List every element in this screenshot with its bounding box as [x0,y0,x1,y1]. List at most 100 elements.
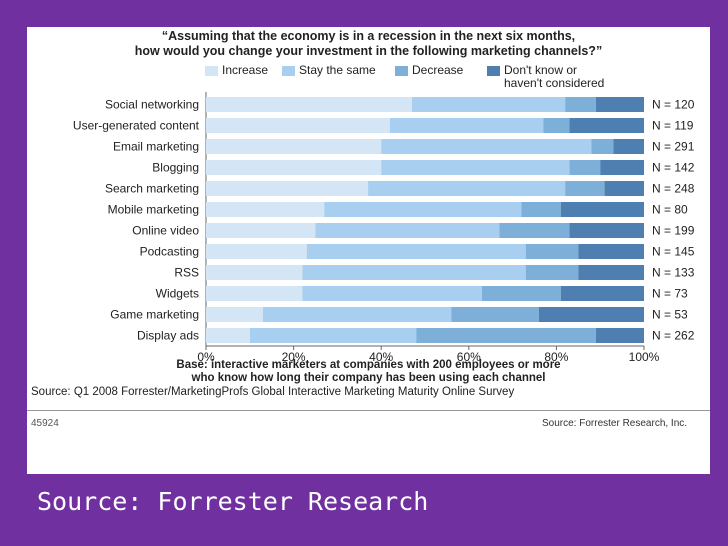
legend-swatch-dont-know [487,66,500,76]
bar-display-ads-series-1 [249,328,417,343]
bar-online-video-series-2 [499,223,570,238]
n-label-widgets: N = 73 [652,287,688,301]
slide-caption: Source: Forrester Research [37,487,429,516]
bar-display-ads-series-0 [206,328,250,343]
bar-game-marketing-series-0 [206,307,263,322]
bar-mobile-marketing-series-0 [206,202,325,217]
bar-online-video-series-0 [206,223,316,238]
n-label-email-marketing: N = 291 [652,140,695,154]
x-tick-label-3: 60% [457,350,481,364]
chart-title: “Assuming that the economy is in a reces… [27,29,710,59]
n-label-podcasting: N = 145 [652,245,695,259]
bar-blogging-series-1 [381,160,570,175]
legend-label-dont-know: Don't know or haven't considered [504,64,604,90]
category-label-mobile-marketing: Mobile marketing [108,203,199,217]
category-label-online-video: Online video [132,224,199,238]
bar-email-marketing-series-0 [206,139,382,154]
category-label-email-marketing: Email marketing [113,140,199,154]
category-label-user-generated-content: User-generated content [73,119,200,133]
bar-podcasting-series-0 [206,244,307,259]
bar-search-marketing-series-1 [368,181,566,196]
bar-widgets-series-0 [206,286,303,301]
n-label-game-marketing: N = 53 [652,308,688,322]
category-label-social-networking: Social networking [105,98,199,112]
bar-social-networking-series-0 [206,97,412,112]
category-label-search-marketing: Search marketing [105,182,199,196]
bar-blogging-series-3 [600,160,644,175]
x-tick-label-0: 0% [197,350,215,364]
bar-widgets-series-3 [560,286,644,301]
bar-search-marketing-series-2 [565,181,605,196]
bar-rss-series-0 [206,265,303,280]
survey-source: Source: Q1 2008 Forrester/MarketingProfs… [31,386,515,398]
bar-rss-series-3 [578,265,644,280]
bar-user-generated-content-series-1 [389,118,544,133]
x-tick-label-4: 80% [544,350,568,364]
base-note-line-1: Base: interactive marketers at companies… [176,359,561,371]
bar-mobile-marketing-series-2 [521,202,561,217]
base-note: Base: interactive marketers at companies… [27,359,710,385]
chart-title-line-2: how would you change your investment in … [134,44,603,58]
bar-social-networking-series-3 [595,97,644,112]
n-label-rss: N = 133 [652,266,695,280]
legend-label-increase: Increase [222,63,269,77]
bar-widgets-series-2 [481,286,561,301]
bar-online-video-series-3 [569,223,644,238]
bar-game-marketing-series-3 [538,307,644,322]
chart-title-line-1: “Assuming that the economy is in a reces… [161,29,576,43]
n-label-search-marketing: N = 248 [652,182,695,196]
bar-podcasting-series-2 [525,244,579,259]
category-label-podcasting: Podcasting [140,245,199,259]
divider [27,410,710,411]
bar-blogging-series-2 [569,160,601,175]
bar-search-marketing-series-0 [206,181,369,196]
bar-display-ads-series-3 [595,328,644,343]
category-label-widgets: Widgets [156,287,199,301]
legend-label-decrease: Decrease [412,63,464,77]
legend-swatch-stay-the-same [282,66,295,76]
n-label-online-video: N = 199 [652,224,695,238]
bar-rss-series-1 [302,265,526,280]
n-label-mobile-marketing: N = 80 [652,203,688,217]
bar-online-video-series-1 [315,223,500,238]
category-label-blogging: Blogging [152,161,199,175]
bar-game-marketing-series-2 [451,307,539,322]
bar-email-marketing-series-2 [591,139,614,154]
category-label-display-ads: Display ads [137,329,199,343]
legend-swatch-increase [205,66,218,76]
bar-blogging-series-0 [206,160,382,175]
category-label-game-marketing: Game marketing [110,308,199,322]
x-tick-label-5: 100% [629,350,660,364]
n-label-user-generated-content: N = 119 [652,119,694,133]
bar-email-marketing-series-1 [381,139,592,154]
bar-email-marketing-series-3 [613,139,644,154]
bar-mobile-marketing-series-3 [560,202,644,217]
n-label-display-ads: N = 262 [652,329,695,343]
bar-user-generated-content-series-3 [569,118,644,133]
n-label-social-networking: N = 120 [652,98,695,112]
chart-card: “Assuming that the economy is in a reces… [27,27,710,474]
legend-label-dont-know-line-1: Don't know or [504,63,577,77]
bar-user-generated-content-series-0 [206,118,390,133]
legend-label-stay-the-same: Stay the same [299,63,376,77]
legend-swatch-decrease [395,66,408,76]
bar-social-networking-series-1 [411,97,566,112]
bar-podcasting-series-1 [306,244,526,259]
x-tick-label-2: 40% [369,350,393,364]
bar-podcasting-series-3 [578,244,644,259]
bar-mobile-marketing-series-1 [324,202,522,217]
bar-social-networking-series-2 [565,97,596,112]
x-tick-label-1: 20% [282,350,306,364]
publisher-credit: Source: Forrester Research, Inc. [542,418,688,429]
category-label-rss: RSS [174,266,199,280]
legend-label-dont-know-line-2: haven't considered [504,76,605,90]
bar-rss-series-2 [525,265,579,280]
bar-game-marketing-series-1 [262,307,452,322]
base-note-line-2: who know how long their company has been… [191,372,546,384]
bar-user-generated-content-series-2 [543,118,570,133]
n-label-blogging: N = 142 [652,161,695,175]
bar-widgets-series-1 [302,286,482,301]
stacked-bar-chart: Social networking N = 120 User-generated c… [73,92,695,364]
bar-display-ads-series-2 [416,328,596,343]
figure-id: 45924 [31,418,59,429]
